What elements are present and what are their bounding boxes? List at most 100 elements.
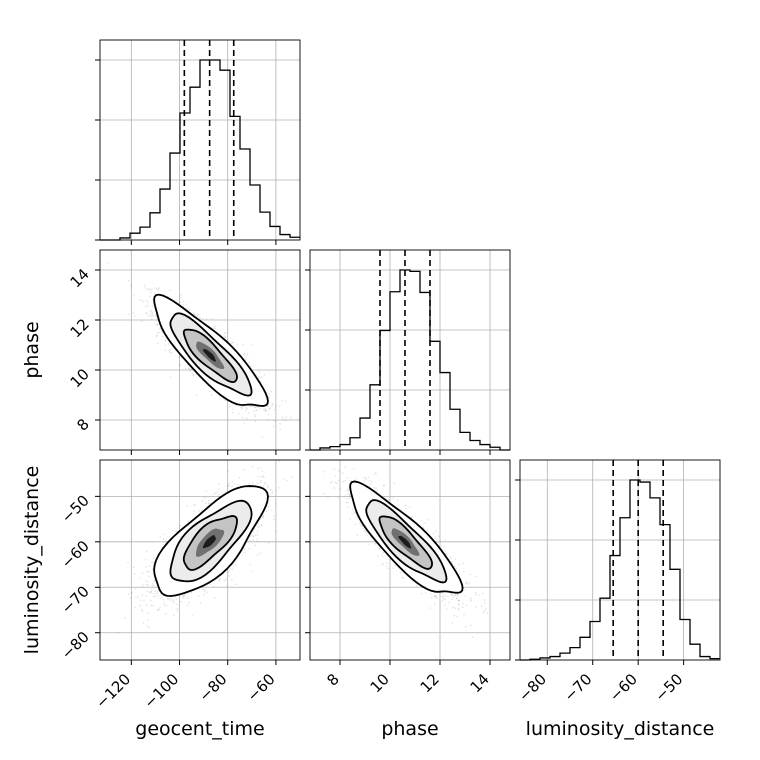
sample-point — [141, 320, 143, 322]
sample-point — [260, 524, 262, 526]
sample-point — [193, 314, 195, 316]
sample-point — [163, 599, 165, 601]
sample-point — [209, 583, 211, 585]
sample-point — [261, 524, 263, 527]
sample-point — [151, 313, 153, 315]
sample-point — [219, 579, 221, 581]
sample-point — [262, 475, 264, 477]
sample-point — [273, 409, 276, 411]
sample-point — [149, 591, 151, 593]
sample-point — [223, 335, 225, 337]
sample-point — [143, 622, 145, 624]
sample-point — [271, 403, 273, 405]
sample-point — [224, 336, 226, 339]
sample-point — [159, 606, 161, 608]
sample-point — [248, 361, 250, 364]
sample-point — [261, 514, 264, 516]
sample-point — [259, 481, 262, 484]
sample-point — [244, 358, 247, 360]
sample-point — [145, 595, 147, 597]
sample-point — [266, 485, 269, 487]
sample-point — [117, 631, 120, 634]
sample-point — [235, 563, 237, 566]
sample-point — [143, 284, 146, 287]
sample-point — [188, 309, 191, 311]
sample-point — [240, 406, 242, 409]
sample-point — [241, 406, 243, 408]
sample-point — [150, 311, 152, 313]
sample-point — [175, 530, 177, 532]
sample-point — [247, 412, 250, 414]
sample-point — [254, 415, 256, 418]
sample-point — [285, 416, 288, 418]
sample-point — [188, 367, 190, 369]
sample-point — [188, 367, 190, 370]
sample-point — [198, 595, 200, 597]
sample-point — [165, 540, 167, 542]
sample-point — [168, 598, 170, 600]
sample-point — [243, 352, 245, 355]
sample-point — [141, 586, 144, 588]
sample-point — [256, 409, 259, 411]
sample-point — [273, 518, 276, 520]
sample-point — [259, 407, 262, 409]
sample-point — [259, 381, 262, 383]
sample-point — [224, 580, 226, 582]
sample-point — [141, 299, 143, 301]
sample-point — [273, 419, 275, 422]
sample-point — [145, 312, 147, 314]
sample-point — [259, 480, 262, 482]
sample-point — [180, 601, 182, 603]
sample-point — [269, 489, 272, 491]
sample-point — [147, 315, 149, 317]
sample-point — [157, 342, 159, 344]
sample-point — [195, 373, 197, 375]
sample-point — [260, 476, 263, 478]
sample-point — [260, 376, 263, 379]
sample-point — [150, 591, 152, 593]
sample-point — [262, 516, 264, 519]
sample-point — [183, 595, 185, 597]
sample-point — [206, 506, 208, 508]
sample-point — [151, 588, 153, 591]
sample-point — [263, 476, 265, 478]
sample-point — [145, 305, 147, 308]
sample-point — [274, 503, 277, 505]
sample-point — [290, 416, 292, 419]
sample-point — [131, 592, 133, 594]
sample-point — [246, 407, 248, 410]
panel-content — [106, 262, 292, 438]
sample-point — [257, 476, 259, 478]
sample-point — [152, 583, 154, 585]
panel-frame — [309, 249, 511, 451]
sample-point — [267, 413, 270, 416]
histogram-panel-phase — [305, 249, 511, 451]
sample-point — [205, 490, 207, 492]
sample-point — [153, 592, 155, 595]
sample-point — [281, 400, 283, 402]
sample-point — [185, 367, 187, 369]
sample-point — [171, 529, 174, 532]
sample-point — [264, 483, 266, 485]
sample-point — [237, 483, 239, 486]
sample-point — [237, 412, 240, 415]
sample-point — [271, 405, 273, 407]
sample-point — [179, 364, 181, 366]
panel-content — [117, 460, 293, 634]
sample-point — [169, 349, 171, 352]
y-axis-label-phase: phase — [21, 321, 43, 378]
sample-point — [250, 344, 253, 346]
sample-point — [157, 609, 159, 612]
sample-point — [249, 405, 251, 408]
sample-point — [272, 403, 274, 406]
sample-point — [211, 318, 213, 320]
sample-point — [274, 530, 277, 532]
sample-point — [203, 591, 206, 593]
sample-point — [266, 419, 269, 422]
sample-point — [249, 535, 251, 537]
sample-point — [227, 341, 230, 343]
sample-point — [257, 554, 259, 556]
sample-point — [151, 318, 153, 320]
sample-point — [153, 580, 156, 582]
sample-point — [269, 407, 271, 410]
